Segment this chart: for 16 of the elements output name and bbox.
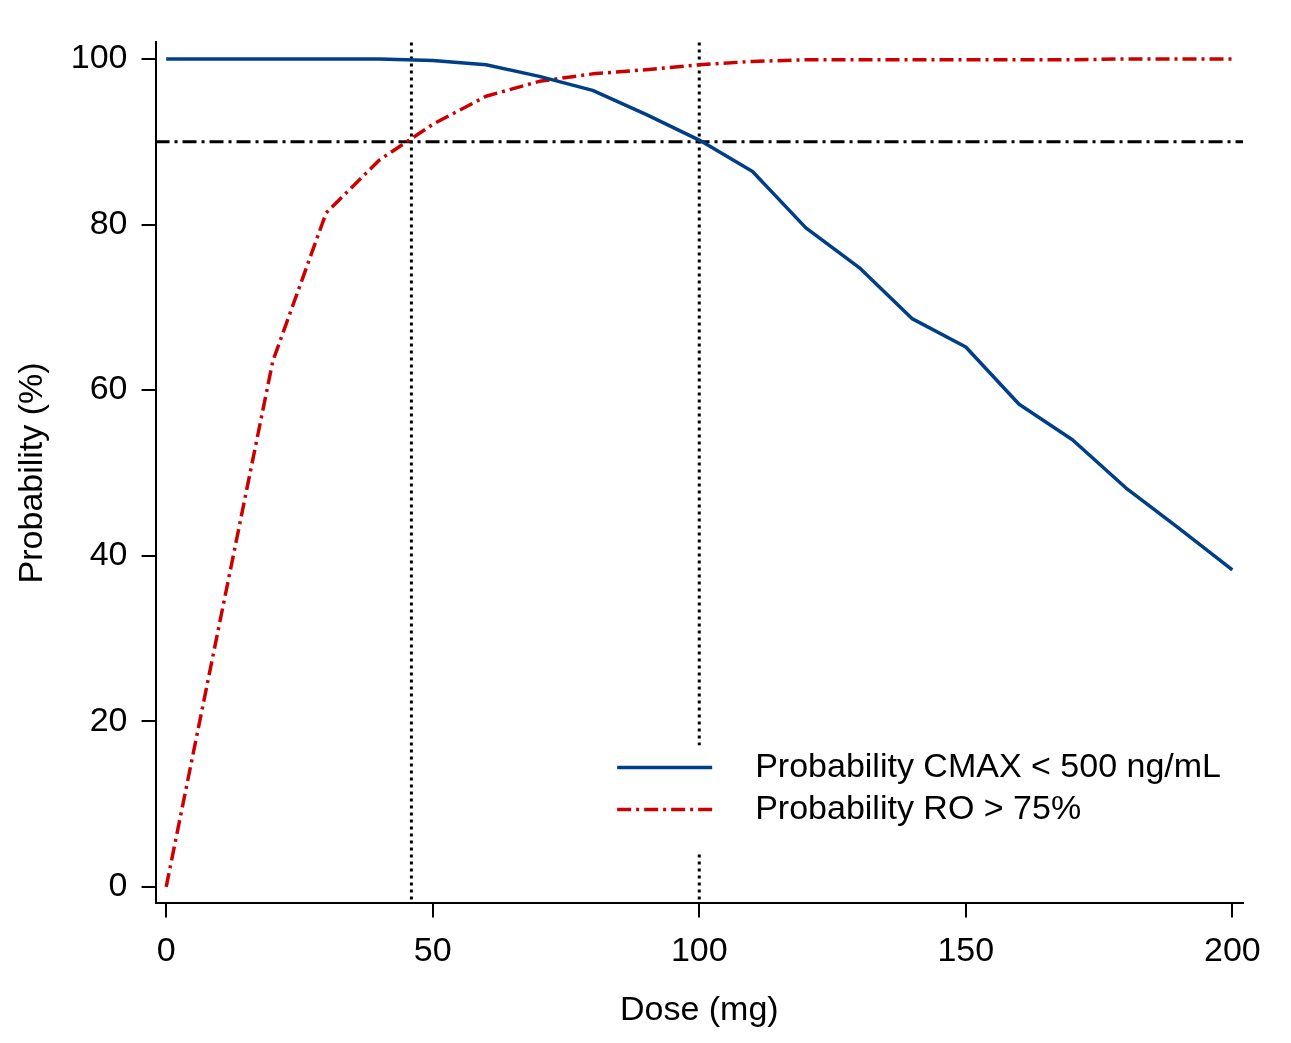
y-tick-label: 40: [89, 534, 128, 573]
x-tick-label: 200: [1203, 930, 1261, 969]
x-tick-label: 50: [413, 930, 452, 969]
x-tick-label: 0: [156, 930, 176, 969]
y-tick-label: 0: [108, 865, 128, 904]
y-tick-label: 20: [89, 699, 128, 738]
line-series: [164, 57, 1235, 889]
x-axis-title: Dose (mg): [619, 988, 779, 1027]
y-tick-label: 60: [89, 368, 128, 407]
y-axis-title: Probability (%): [10, 362, 49, 584]
x-tick-label: 150: [937, 930, 995, 969]
legend-label: Probability CMAX < 500 ng/mL: [755, 745, 1221, 784]
y-tick-label: 80: [89, 202, 128, 241]
legend-label: Probability RO > 75%: [755, 787, 1082, 826]
y-tick-label: 100: [70, 37, 128, 76]
x-tick-label: 100: [670, 930, 728, 969]
